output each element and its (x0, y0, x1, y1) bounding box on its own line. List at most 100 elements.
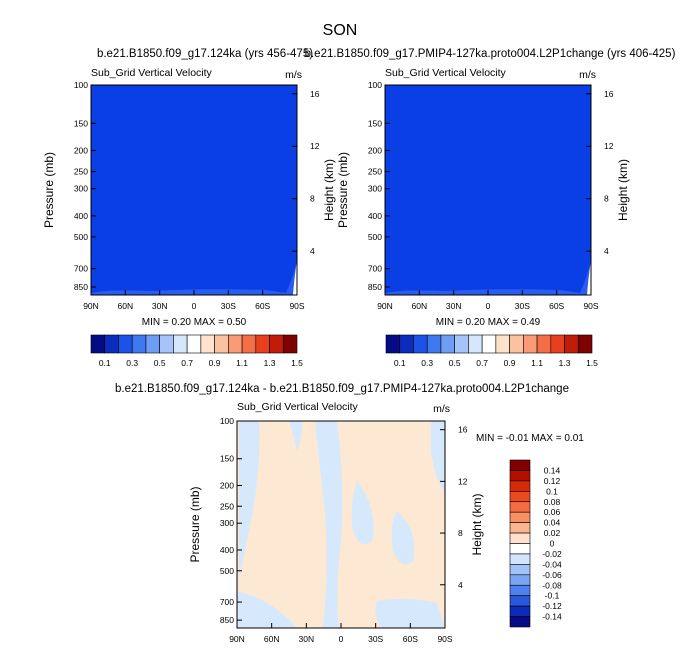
colorbar-swatch (509, 584, 531, 596)
colorbar-label: 1.5 (586, 358, 598, 368)
colorbar-swatch (495, 334, 510, 354)
y-tick-label: 700 (74, 264, 88, 274)
y-axis-label: Pressure (mb) (188, 486, 202, 562)
colorbar-label: 1.1 (531, 358, 543, 368)
y-tick-label: 500 (220, 566, 234, 576)
colorbar-swatch (200, 334, 215, 354)
colorbar-label: 0.5 (449, 358, 461, 368)
colorbar-swatch (145, 334, 160, 354)
x-tick-label: 60N (118, 301, 134, 311)
stats-label: MIN = -0.01 MAX = 0.01 (476, 433, 584, 444)
colorbar-swatch (186, 334, 202, 354)
colorbar-label: 0.1 (394, 358, 406, 368)
colorbar-swatch (269, 334, 284, 354)
stats-label: MIN = 0.20 MAX = 0.49 (436, 317, 541, 328)
colorbar-swatch (413, 334, 428, 354)
panel-title: b.e21.B1850.f09_g17.124ka - b.e21.B1850.… (115, 383, 569, 395)
colorbar-label: 0.02 (544, 528, 561, 538)
y-axis-label: Pressure (mb) (42, 152, 56, 228)
y2-tick-label: 16 (458, 425, 468, 435)
colorbar-swatch (90, 334, 106, 354)
y-tick-label: 300 (368, 184, 382, 194)
colorbar-swatch (509, 605, 531, 617)
panel-title: b.e21.B1850.f09_g17.PMIP4-127ka.proto004… (305, 48, 676, 60)
y-tick-label: 200 (220, 480, 234, 490)
y-tick-label: 150 (74, 118, 88, 128)
colorbar-swatch (509, 564, 531, 576)
panel-right: b.e21.B1850.f09_g17.PMIP4-127ka.proto004… (305, 48, 676, 368)
y-tick-label: 100 (74, 80, 88, 90)
colorbar-label: 0.9 (209, 358, 221, 368)
negative-region (351, 481, 374, 545)
colorbar-label: 0.1 (546, 486, 558, 496)
y-tick-label: 500 (74, 232, 88, 242)
colorbar-swatch (509, 532, 531, 544)
panel-title: b.e21.B1850.f09_g17.124ka (yrs 456-475) (97, 48, 313, 60)
y2-tick-label: 16 (604, 89, 614, 99)
colorbar-swatch (399, 334, 414, 354)
colorbar-label: 1.3 (559, 358, 571, 368)
x-tick-label: 30N (446, 301, 462, 311)
field-fill (91, 85, 297, 295)
y-tick-label: 850 (74, 282, 88, 292)
colorbar-swatch (214, 334, 229, 354)
x-tick-label: 90S (289, 301, 304, 311)
x-tick-label: 90S (437, 634, 452, 644)
y2-tick-label: 4 (458, 580, 463, 590)
panel-difference: b.e21.B1850.f09_g17.124ka - b.e21.B1850.… (115, 383, 584, 644)
negative-region (237, 591, 297, 628)
colorbar-label: 0.5 (154, 358, 166, 368)
colorbar-swatch (104, 334, 119, 354)
negative-region (375, 598, 445, 628)
colorbar-swatch (454, 334, 469, 354)
colorbar-label: -0.06 (542, 570, 562, 580)
x-tick-label: 60N (412, 301, 428, 311)
colorbar-label: 0.9 (504, 358, 516, 368)
y-tick-label: 300 (74, 184, 88, 194)
field-fill (385, 85, 591, 295)
y-tick-label: 400 (220, 545, 234, 555)
colorbar-swatch (509, 553, 531, 565)
colorbar-swatch (426, 334, 442, 354)
x-tick-label: 90S (583, 301, 598, 311)
colorbar-swatch (577, 334, 593, 354)
panel-subtitle: Sub_Grid Vertical Velocity (385, 67, 507, 79)
y-tick-label: 200 (74, 145, 88, 155)
y2-tick-label: 8 (604, 194, 609, 204)
colorbar-label: 1.3 (264, 358, 276, 368)
y2-tick-label: 8 (310, 194, 315, 204)
colorbar-swatch (228, 334, 243, 354)
colorbar-label: -0.04 (542, 559, 562, 569)
colorbar-swatch (509, 522, 531, 534)
y2-tick-label: 16 (310, 89, 320, 99)
colorbar-label: 0.3 (421, 358, 433, 368)
y-tick-label: 500 (368, 232, 382, 242)
negative-region (391, 511, 415, 565)
colorbar-label: -0.08 (542, 580, 562, 590)
colorbar-label: 0.7 (476, 358, 488, 368)
colorbar-label: 0.08 (544, 497, 561, 507)
colorbar-swatch (282, 334, 298, 354)
x-tick-label: 60S (255, 301, 270, 311)
units-label: m/s (433, 403, 450, 415)
colorbar-label: 1.1 (236, 358, 248, 368)
units-label: m/s (285, 69, 302, 81)
colorbar-swatch (550, 334, 565, 354)
colorbar-label: -0.12 (542, 601, 562, 611)
y2-tick-label: 12 (310, 141, 320, 151)
colorbar-swatch (509, 501, 531, 513)
colorbar-swatch (241, 334, 257, 354)
colorbar-swatch (509, 491, 531, 503)
colorbar-swatch (509, 543, 531, 555)
colorbar-swatch (118, 334, 133, 354)
y-tick-label: 250 (220, 501, 234, 511)
colorbar-swatch (255, 334, 270, 354)
colorbar-swatch (509, 480, 531, 492)
x-tick-label: 30N (299, 634, 315, 644)
colorbar-swatch (481, 334, 497, 354)
y-tick-label: 150 (368, 118, 382, 128)
colorbar-swatch (385, 334, 401, 354)
negative-region (315, 421, 343, 628)
colorbar-label: 0.14 (544, 465, 561, 475)
